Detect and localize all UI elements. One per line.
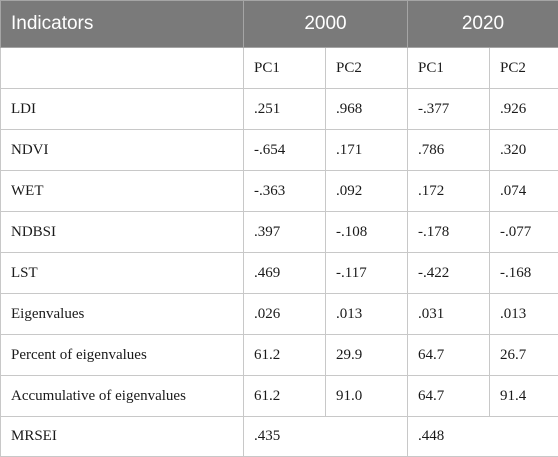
cell-value: 64.7 xyxy=(408,335,490,376)
table-row: Eigenvalues .026 .013 .031 .013 xyxy=(1,294,558,335)
cell-value: .013 xyxy=(326,294,408,335)
cell-value: 91.4 xyxy=(490,376,558,417)
cell-value: .171 xyxy=(326,130,408,171)
table-row: Accumulative of eigenvalues 61.2 91.0 64… xyxy=(1,376,558,417)
cell-value: .397 xyxy=(244,212,326,253)
subheader-empty-cell xyxy=(1,48,244,89)
row-label: NDVI xyxy=(1,130,244,171)
cell-value: .026 xyxy=(244,294,326,335)
row-label: Eigenvalues xyxy=(1,294,244,335)
table-row: NDBSI .397 -.108 -.178 -.077 xyxy=(1,212,558,253)
table-row: WET -.363 .092 .172 .074 xyxy=(1,171,558,212)
cell-value: -.363 xyxy=(244,171,326,212)
subheader-pc1-2000: PC1 xyxy=(244,48,326,89)
cell-value: -.077 xyxy=(490,212,558,253)
mrsei-label: MRSEI xyxy=(1,417,244,457)
cell-value: .786 xyxy=(408,130,490,171)
cell-value: 61.2 xyxy=(244,335,326,376)
cell-value: 61.2 xyxy=(244,376,326,417)
cell-value: -.108 xyxy=(326,212,408,253)
cell-value: 29.9 xyxy=(326,335,408,376)
cell-value: .968 xyxy=(326,89,408,130)
row-label: LST xyxy=(1,253,244,294)
cell-value: 26.7 xyxy=(490,335,558,376)
year-2000-header: 2000 xyxy=(244,1,408,48)
cell-value: -.178 xyxy=(408,212,490,253)
row-label: Accumulative of eigenvalues xyxy=(1,376,244,417)
cell-value: .074 xyxy=(490,171,558,212)
cell-value: .926 xyxy=(490,89,558,130)
cell-value: .469 xyxy=(244,253,326,294)
cell-value: -.168 xyxy=(490,253,558,294)
mrsei-row: MRSEI .435 .448 xyxy=(1,417,558,457)
cell-value: -.117 xyxy=(326,253,408,294)
table-row: NDVI -.654 .171 .786 .320 xyxy=(1,130,558,171)
cell-value: -.422 xyxy=(408,253,490,294)
indicators-header: Indicators xyxy=(1,1,244,48)
cell-value: -.377 xyxy=(408,89,490,130)
table-row: Percent of eigenvalues 61.2 29.9 64.7 26… xyxy=(1,335,558,376)
subheader-pc1-2020: PC1 xyxy=(408,48,490,89)
subheader-pc2-2020: PC2 xyxy=(490,48,558,89)
cell-value: .320 xyxy=(490,130,558,171)
cell-value: .172 xyxy=(408,171,490,212)
subheader-row: PC1 PC2 PC1 PC2 xyxy=(1,48,558,89)
row-label: NDBSI xyxy=(1,212,244,253)
cell-value: .092 xyxy=(326,171,408,212)
table-row: LST .469 -.117 -.422 -.168 xyxy=(1,253,558,294)
row-label: Percent of eigenvalues xyxy=(1,335,244,376)
row-label: WET xyxy=(1,171,244,212)
cell-value: .031 xyxy=(408,294,490,335)
mrsei-2000-value: .435 xyxy=(244,417,408,457)
cell-value: -.654 xyxy=(244,130,326,171)
cell-value: .251 xyxy=(244,89,326,130)
cell-value: .013 xyxy=(490,294,558,335)
table-row: LDI .251 .968 -.377 .926 xyxy=(1,89,558,130)
subheader-pc2-2000: PC2 xyxy=(326,48,408,89)
mrsei-2020-value: .448 xyxy=(408,417,558,457)
cell-value: 64.7 xyxy=(408,376,490,417)
year-2020-header: 2020 xyxy=(408,1,558,48)
cell-value: 91.0 xyxy=(326,376,408,417)
header-row: Indicators 2000 2020 xyxy=(1,1,558,48)
row-label: LDI xyxy=(1,89,244,130)
